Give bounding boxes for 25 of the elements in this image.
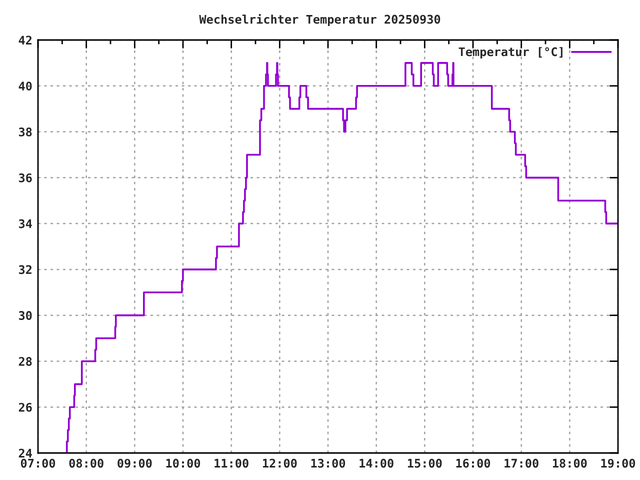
- y-tick-label: 24: [18, 448, 32, 458]
- x-tick-label: 12:00: [262, 458, 297, 468]
- y-tick-label: 32: [18, 265, 32, 274]
- y-tick-label: 30: [18, 311, 32, 320]
- x-tick-label: 15:00: [408, 458, 442, 468]
- x-tick-label: 07:00: [20, 458, 56, 468]
- x-tick-label: 08:00: [69, 458, 104, 468]
- x-tick-label: 14:00: [360, 458, 394, 468]
- x-tick-label: 10:00: [166, 458, 200, 468]
- x-tick-label: 13:00: [311, 458, 346, 468]
- y-tick-label: 38: [18, 128, 32, 136]
- x-tick-label: 11:00: [214, 458, 248, 468]
- chart-title: Wechselrichter Temperatur 20250930: [199, 14, 440, 26]
- x-tick-label: 18:00: [552, 458, 587, 468]
- x-tick-label: 17:00: [504, 458, 538, 468]
- legend-label: Temperatur [°C]: [458, 47, 562, 59]
- y-tick-label: 28: [18, 356, 32, 366]
- x-tick-label: 19:00: [601, 458, 636, 468]
- y-tick-label: 36: [18, 173, 32, 182]
- x-tick-label: 16:00: [456, 458, 490, 468]
- y-tick-label: 40: [18, 82, 32, 91]
- y-tick-label: 34: [18, 219, 32, 228]
- x-tick-label: 09:00: [118, 458, 152, 468]
- y-tick-label: 42: [18, 36, 32, 44]
- y-tick-label: 26: [18, 402, 32, 412]
